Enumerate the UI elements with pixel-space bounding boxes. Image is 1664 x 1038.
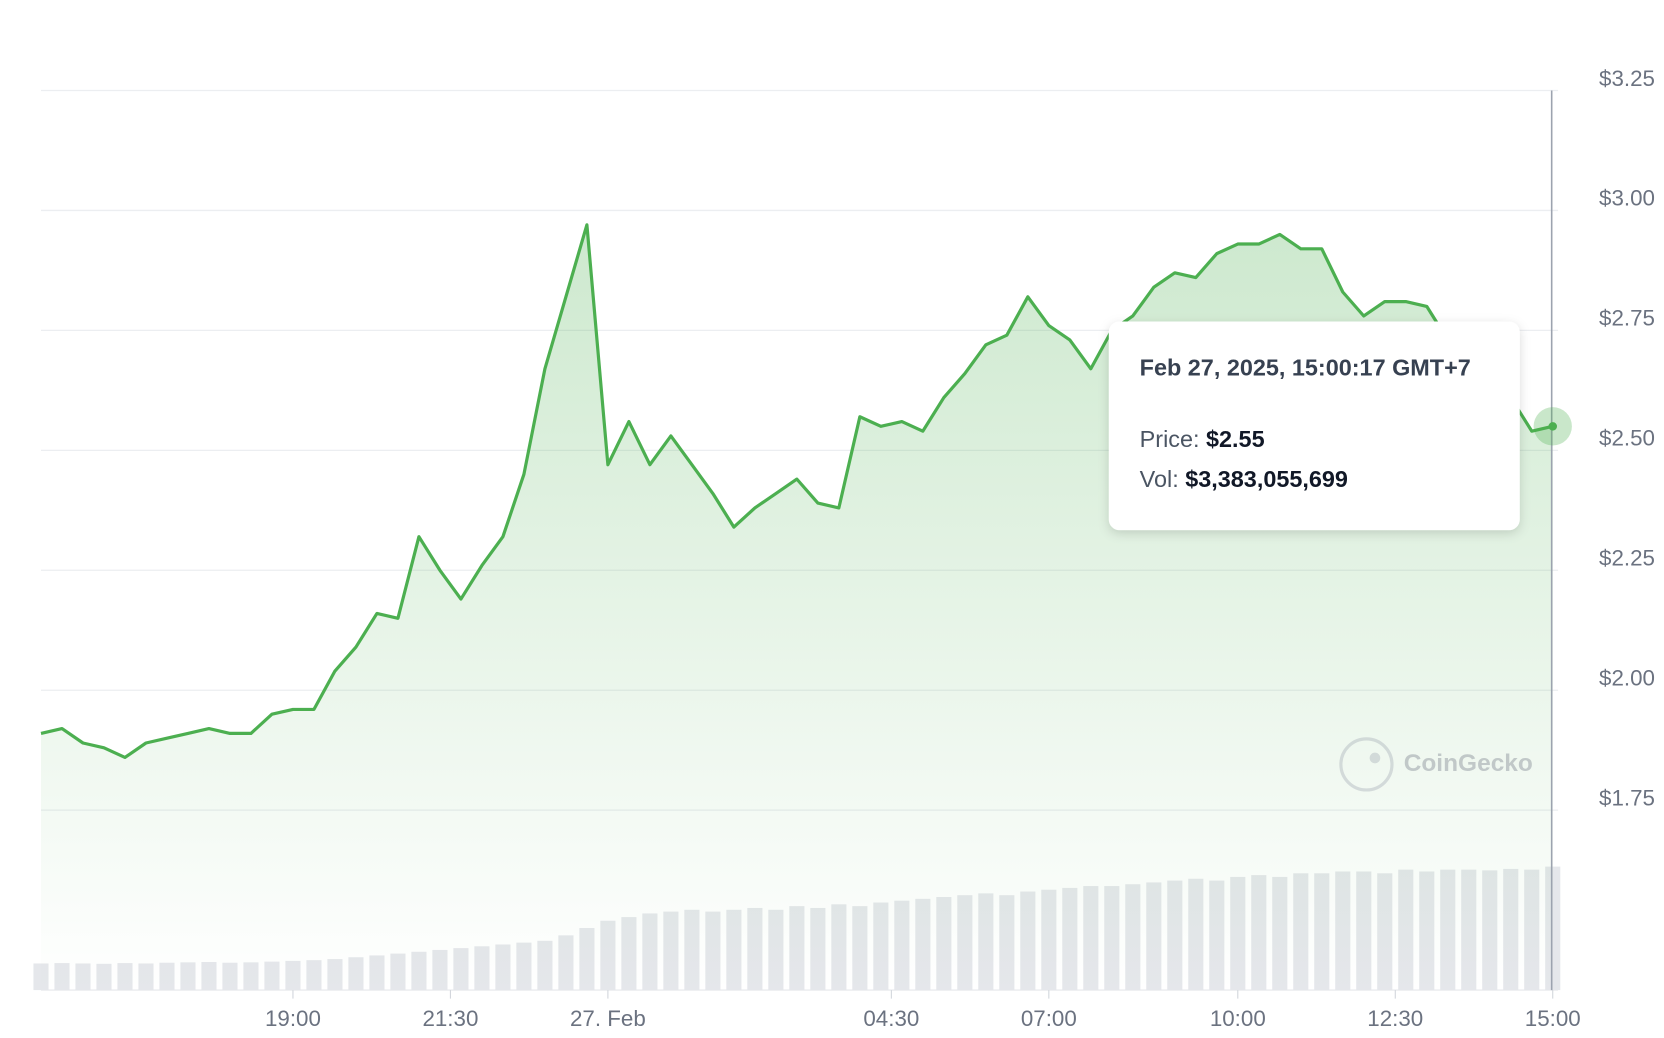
x-tick-label: 10:00	[1210, 1006, 1266, 1031]
y-tick-label: $3.00	[1599, 186, 1655, 211]
tooltip-price-value: $2.55	[1206, 426, 1265, 452]
tooltip-box	[1108, 321, 1520, 531]
hover-point	[1548, 422, 1558, 431]
watermark-text: CoinGecko	[1404, 750, 1533, 777]
x-tick-label: 15:00	[1525, 1006, 1581, 1031]
tooltip-vol-label: Vol: $3,383,055,699	[1140, 466, 1348, 492]
watermark-logo	[1339, 737, 1394, 792]
tooltip-vol-value: $3,383,055,699	[1185, 466, 1348, 492]
y-tick-label: $1.75	[1599, 785, 1655, 810]
x-tick-label: 12:30	[1367, 1006, 1423, 1031]
y-tick-label: $2.50	[1599, 426, 1655, 451]
y-tick-label: $2.00	[1599, 665, 1655, 690]
x-tick-label: 27. Feb	[570, 1006, 646, 1031]
tooltip-vol-key: Vol:	[1140, 466, 1179, 492]
price-line	[40, 223, 1554, 759]
x-tick-label: 04:30	[863, 1006, 919, 1031]
x-tick-label: 19:00	[265, 1006, 321, 1031]
watermark: CoinGecko	[1339, 737, 1533, 792]
y-tick-label: $3.25	[1599, 66, 1655, 91]
watermark-logo-eye	[1369, 752, 1381, 764]
y-tick-label: $2.75	[1599, 306, 1655, 331]
tooltip-price-label: Price: $2.55	[1140, 426, 1265, 452]
tooltip: Feb 27, 2025, 15:00:17 GMT+7 Price: $2.5…	[1108, 321, 1520, 531]
x-tick-label: 21:30	[422, 1006, 478, 1031]
tooltip-price-key: Price:	[1140, 426, 1200, 452]
x-tick-label: 07:00	[1021, 1006, 1077, 1031]
y-tick-label: $2.25	[1599, 546, 1655, 571]
tooltip-title: Feb 27, 2025, 15:00:17 GMT+7	[1140, 355, 1471, 381]
